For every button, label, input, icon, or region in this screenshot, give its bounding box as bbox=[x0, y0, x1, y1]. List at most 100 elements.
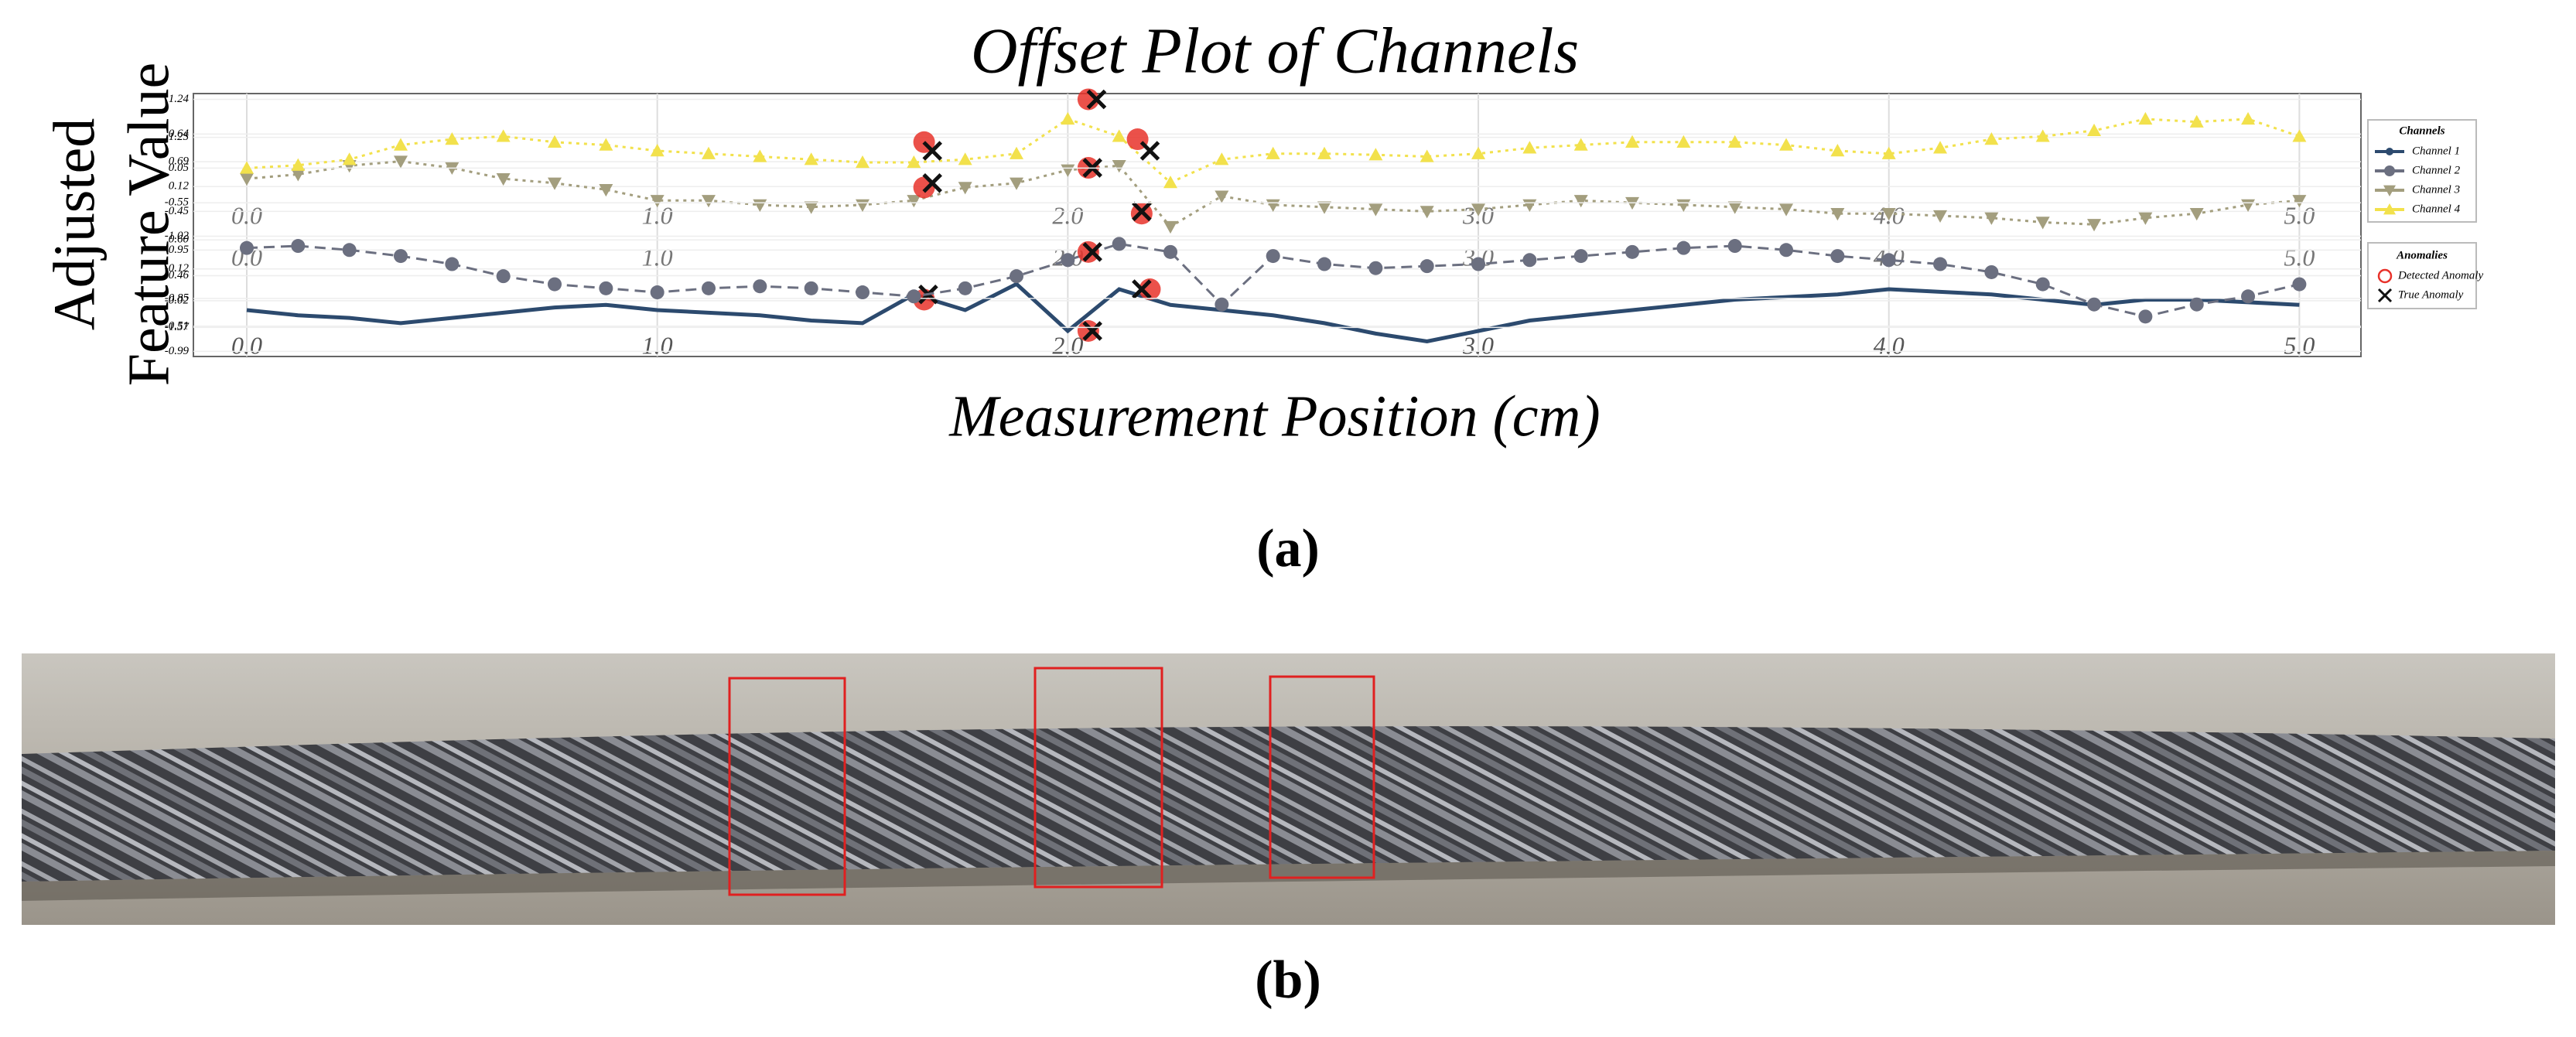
x-tick-label: 0.0 bbox=[231, 201, 262, 229]
x-axis-label: Measurement Position (cm) bbox=[948, 384, 1600, 449]
data-point bbox=[445, 132, 460, 145]
chart-title: Offset Plot of Channels bbox=[971, 15, 1579, 87]
data-point bbox=[2138, 309, 2153, 324]
legend-title: Anomalies bbox=[2396, 249, 2448, 261]
y-tick-label: -0.12 bbox=[165, 262, 190, 275]
detected-anomaly bbox=[1077, 240, 1099, 263]
x-tick-label: 0.0 bbox=[231, 331, 262, 359]
data-point bbox=[2087, 123, 2102, 137]
detected-anomaly bbox=[1077, 320, 1099, 342]
data-point bbox=[1215, 190, 1229, 203]
data-point bbox=[1368, 148, 1383, 161]
data-point bbox=[2241, 289, 2256, 304]
y-tick-label: -0.02 bbox=[165, 294, 190, 306]
true-anomaly bbox=[1082, 242, 1102, 262]
data-point bbox=[393, 138, 408, 151]
data-point bbox=[753, 279, 767, 294]
rope-photo bbox=[22, 653, 2555, 925]
legend-label: Channel 1 bbox=[2412, 145, 2460, 157]
data-point bbox=[599, 138, 613, 151]
data-point bbox=[1266, 249, 1280, 264]
data-point bbox=[2189, 114, 2204, 128]
true-anomaly bbox=[922, 173, 942, 193]
data-point bbox=[1317, 201, 1332, 214]
data-point bbox=[1317, 146, 1332, 159]
data-point bbox=[291, 158, 306, 171]
data-point bbox=[1933, 210, 1948, 223]
x-tick-label: 2.0 bbox=[1052, 331, 1083, 359]
data-point bbox=[342, 152, 357, 165]
data-point bbox=[1727, 239, 1742, 254]
data-point bbox=[702, 146, 716, 159]
data-point bbox=[2087, 219, 2102, 232]
data-point bbox=[804, 201, 818, 214]
data-point bbox=[1471, 203, 1486, 217]
data-point bbox=[393, 249, 408, 264]
legend-marker bbox=[2384, 165, 2395, 176]
data-point bbox=[1010, 146, 1024, 159]
data-point bbox=[1830, 144, 1845, 157]
data-point bbox=[1010, 269, 1024, 284]
data-point bbox=[342, 243, 357, 258]
y-axis-label: Feature Value bbox=[116, 63, 181, 387]
data-point bbox=[2189, 297, 2204, 312]
data-point bbox=[2292, 195, 2307, 208]
x-tick-label: 4.0 bbox=[1874, 331, 1905, 359]
data-point bbox=[1266, 146, 1280, 159]
legend-marker bbox=[2377, 268, 2393, 284]
series-line bbox=[246, 160, 2300, 229]
data-point bbox=[1112, 237, 1126, 251]
y-axis-label: Adjusted bbox=[42, 118, 107, 330]
data-point bbox=[1163, 220, 1178, 234]
data-point bbox=[239, 240, 254, 255]
data-point bbox=[1984, 132, 1999, 145]
data-point bbox=[907, 155, 921, 169]
data-point bbox=[1625, 135, 1640, 148]
data-point bbox=[2035, 277, 2050, 292]
y-tick-label: 0.69 bbox=[169, 155, 190, 168]
data-point bbox=[1112, 160, 1126, 173]
data-point bbox=[1625, 244, 1640, 259]
data-point bbox=[1727, 201, 1742, 214]
data-point bbox=[1061, 111, 1075, 125]
x-tick-label: 5.0 bbox=[2284, 331, 2315, 359]
data-point bbox=[1573, 195, 1588, 208]
data-point bbox=[1522, 141, 1537, 154]
x-tick-label: 5.0 bbox=[2284, 243, 2315, 271]
y-tick-label: 0.46 bbox=[169, 269, 190, 281]
data-point bbox=[1368, 261, 1383, 275]
data-point bbox=[753, 149, 767, 162]
data-point bbox=[1779, 203, 1794, 217]
data-point bbox=[1779, 138, 1794, 151]
data-point bbox=[907, 195, 921, 208]
series-line bbox=[246, 281, 2300, 344]
data-point bbox=[2035, 129, 2050, 142]
y-tick-label: -0.51 bbox=[165, 319, 189, 332]
true-anomaly bbox=[1139, 141, 1160, 161]
data-point bbox=[1317, 257, 1332, 271]
data-point bbox=[599, 184, 613, 197]
data-point bbox=[1625, 196, 1640, 210]
data-point bbox=[1881, 253, 1896, 268]
y-tick-label: -0.45 bbox=[165, 205, 190, 217]
data-point bbox=[1215, 152, 1229, 165]
legend-marker bbox=[2386, 148, 2393, 155]
x-tick-label: 3.0 bbox=[1462, 331, 1494, 359]
y-tick-label: -1.02 bbox=[165, 230, 190, 242]
y-tick-label: 0.12 bbox=[169, 180, 190, 193]
data-point bbox=[650, 285, 664, 300]
legend-marker bbox=[2383, 185, 2396, 196]
data-point bbox=[1830, 249, 1845, 264]
y-tick-label: -0.85 bbox=[165, 292, 190, 304]
y-tick-label: -0.99 bbox=[165, 345, 190, 357]
data-point bbox=[1215, 297, 1229, 312]
data-point bbox=[1933, 141, 1948, 154]
data-point bbox=[496, 172, 511, 186]
data-point bbox=[1471, 146, 1486, 159]
true-anomaly bbox=[1132, 279, 1152, 299]
caption: (b) bbox=[1255, 950, 1321, 1010]
data-point bbox=[1420, 259, 1434, 274]
data-point bbox=[1573, 138, 1588, 151]
data-point bbox=[2035, 217, 2050, 230]
data-point bbox=[702, 195, 716, 208]
